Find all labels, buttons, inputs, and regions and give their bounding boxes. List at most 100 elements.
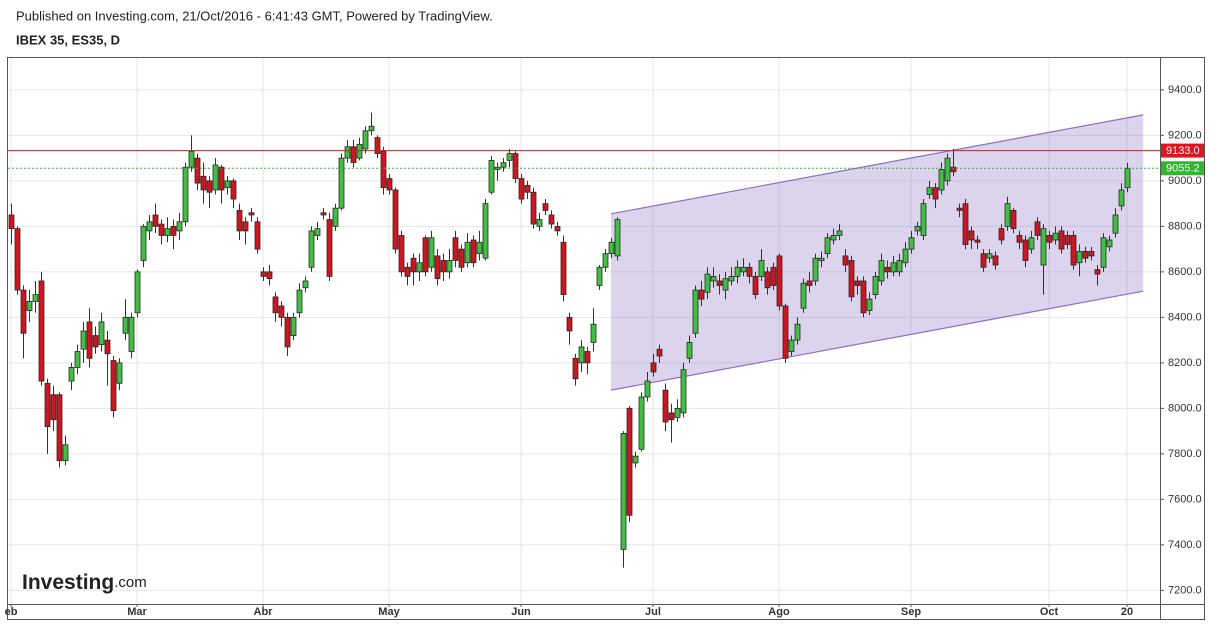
candle-body [722, 278, 729, 291]
price-label: 9055.2 [1166, 163, 1200, 175]
x-tick-label: Mar [127, 606, 147, 618]
candle-body [272, 296, 279, 314]
candle-body [1118, 189, 1125, 207]
candle-body [692, 289, 699, 334]
candle-body [1028, 237, 1035, 250]
x-tick-label: Jun [511, 606, 531, 618]
candle-body [962, 203, 969, 245]
candle-body [800, 282, 807, 309]
y-tick-label: 7800.0 [1168, 448, 1202, 460]
candle-body [74, 351, 81, 368]
candle-body [326, 219, 333, 277]
candle-body [890, 262, 897, 273]
candle-body [824, 237, 831, 255]
candle-body [500, 162, 507, 168]
candle-body [518, 178, 525, 200]
chart-frame [7, 57, 1205, 620]
candle-body [482, 203, 489, 259]
candle-body [140, 225, 147, 261]
candle-body [932, 187, 939, 200]
candle-body [566, 316, 573, 332]
candle-body [920, 203, 927, 236]
candle-body [38, 280, 45, 382]
candle-body [422, 237, 429, 273]
candle-body [1034, 221, 1041, 236]
symbol-title: IBEX 35, ES35, D [16, 32, 120, 47]
candle-body [260, 271, 267, 277]
candle-body [380, 150, 387, 189]
candle-body [512, 153, 519, 179]
candle-body [50, 394, 57, 421]
candle-body [338, 157, 345, 209]
candle-body [506, 153, 513, 161]
candle-body [626, 407, 633, 516]
candle-body [206, 180, 213, 193]
candle-body [1124, 167, 1131, 189]
candle-body [134, 271, 141, 314]
x-tick-label: May [378, 606, 400, 618]
candle-body [254, 221, 261, 250]
candle-body [830, 235, 837, 241]
candle-body [1052, 232, 1059, 241]
candle-body [110, 360, 117, 412]
candle-body [98, 321, 105, 346]
candle-body [278, 305, 285, 318]
candle-body [242, 221, 249, 232]
published-note: Published on Investing.com, 21/Oct/2016 … [16, 8, 493, 23]
x-tick-label: Ago [768, 606, 790, 618]
logo-brand: Investing [22, 571, 114, 594]
candle-body [590, 323, 597, 343]
candle-body [1022, 239, 1029, 261]
candle-body [416, 262, 423, 273]
candle-body [758, 260, 765, 277]
candle-body [770, 266, 777, 286]
candle-body [476, 241, 483, 255]
candle-body [488, 159, 495, 193]
x-tick-label: 20 [1121, 606, 1133, 618]
candle-body [614, 219, 621, 257]
candle-body [20, 289, 27, 334]
candle-body [968, 230, 975, 241]
candle-body [26, 301, 33, 311]
y-tick-label: 8600.0 [1168, 266, 1202, 278]
candle-body [782, 305, 789, 359]
candle-body [656, 348, 663, 357]
candle-body [560, 241, 567, 295]
candle-body [1016, 235, 1023, 243]
x-tick-label: Abr [254, 606, 274, 618]
candle-body [698, 289, 705, 300]
candle-body [188, 150, 195, 168]
candle-body [752, 275, 759, 295]
candle-body [284, 316, 291, 348]
candle-body [356, 144, 363, 159]
y-tick-label: 8400.0 [1168, 311, 1202, 323]
candle-body [728, 275, 735, 282]
y-tick-label: 7400.0 [1168, 539, 1202, 551]
candle-body [872, 275, 879, 295]
axes: 7200.0 7400.0 7600.0 7800.0 8000.0 8200.0 8400… [5, 84, 1204, 618]
logo-suffix: .com [114, 574, 147, 591]
candle-body [980, 253, 987, 268]
candle-body [1106, 239, 1113, 248]
candle-body [974, 239, 981, 243]
candle-body [794, 323, 801, 341]
candle-body [1094, 269, 1101, 275]
candle-body [620, 432, 627, 550]
candle-body [848, 260, 855, 298]
candle-body [1076, 250, 1083, 264]
candle-body [530, 191, 537, 225]
candle-body [680, 369, 687, 414]
candle-body [992, 255, 999, 266]
candle-body [716, 280, 723, 286]
candle-body [854, 280, 861, 286]
candle-body [1010, 210, 1017, 230]
candle-body [320, 212, 327, 216]
candle-body [836, 230, 843, 236]
candle-body [1088, 250, 1095, 257]
candle-body [194, 157, 201, 184]
candle-body [818, 257, 825, 261]
candle-body [218, 166, 225, 191]
candle-body [404, 266, 411, 277]
channel-lower [610, 290, 1144, 391]
grid [8, 58, 1160, 604]
